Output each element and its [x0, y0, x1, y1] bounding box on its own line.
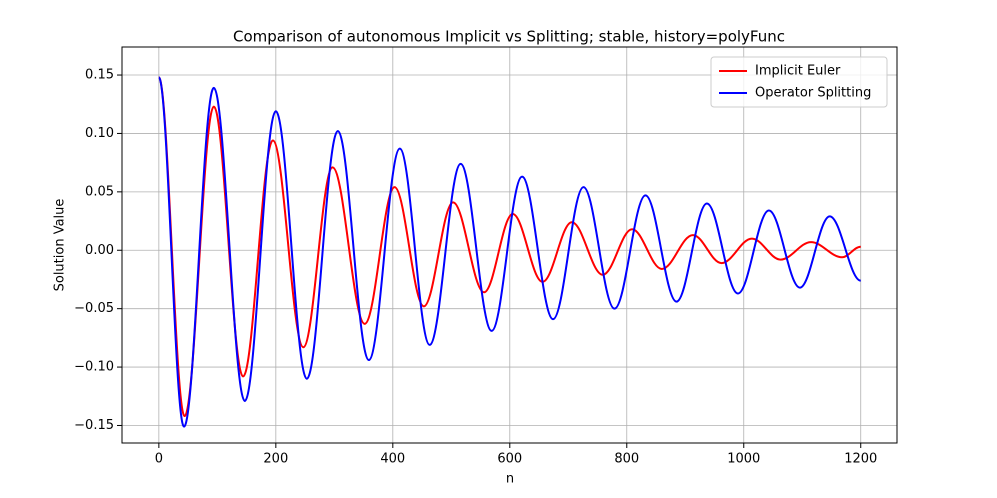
x-tick-label: 800: [614, 452, 639, 467]
legend-label: Implicit Euler: [755, 64, 841, 79]
x-tick-label: 1200: [844, 452, 877, 467]
x-axis-label: n: [506, 472, 514, 487]
x-tick-label: 600: [497, 452, 522, 467]
legend-box: [710, 56, 888, 108]
y-tick-label: 0.10: [85, 126, 114, 141]
chart-title: Comparison of autonomous Implicit vs Spl…: [233, 28, 785, 46]
x-tick-label: 0: [155, 452, 163, 467]
legend-label: Operator Splitting: [755, 86, 871, 101]
y-tick-label: −0.15: [74, 418, 114, 433]
data-line: [157, 76, 862, 428]
x-tick-label: 200: [263, 452, 288, 467]
x-tick-label: 400: [380, 452, 405, 467]
plot-frame: [121, 46, 898, 444]
y-tick-label: 0.15: [85, 68, 114, 83]
y-tick-label: 0.05: [85, 184, 114, 199]
y-tick-label: −0.05: [74, 301, 114, 316]
y-axis-label: Solution Value: [53, 199, 68, 292]
y-tick-label: −0.10: [74, 360, 114, 375]
x-tick-label: 1000: [727, 452, 760, 467]
y-tick-label: 0.00: [85, 243, 114, 258]
